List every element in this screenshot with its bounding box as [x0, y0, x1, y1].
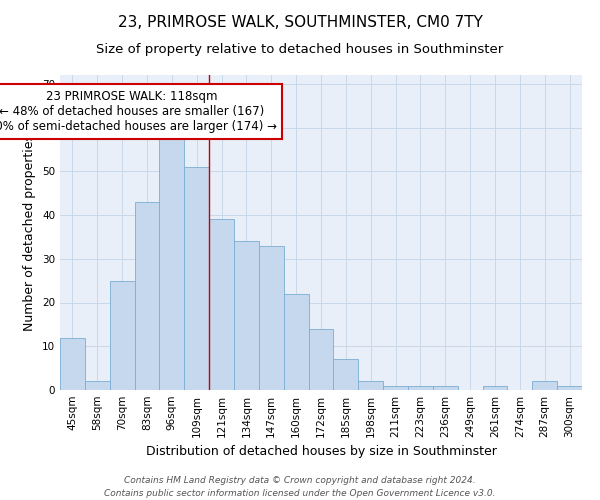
X-axis label: Distribution of detached houses by size in Southminster: Distribution of detached houses by size … [146, 446, 496, 458]
Bar [334, 360, 358, 390]
Bar [259, 246, 284, 390]
Bar [234, 242, 259, 390]
Bar [160, 136, 184, 390]
Text: 23 PRIMROSE WALK: 118sqm
← 48% of detached houses are smaller (167)
50% of semi-: 23 PRIMROSE WALK: 118sqm ← 48% of detach… [0, 90, 277, 134]
Bar [433, 386, 458, 390]
Bar [110, 280, 134, 390]
Bar [184, 167, 209, 390]
Text: 23, PRIMROSE WALK, SOUTHMINSTER, CM0 7TY: 23, PRIMROSE WALK, SOUTHMINSTER, CM0 7TY [118, 15, 482, 30]
Bar [134, 202, 160, 390]
Bar [408, 386, 433, 390]
Text: Size of property relative to detached houses in Southminster: Size of property relative to detached ho… [97, 42, 503, 56]
Bar [308, 329, 334, 390]
Bar [532, 381, 557, 390]
Bar [358, 381, 383, 390]
Text: Contains HM Land Registry data © Crown copyright and database right 2024.
Contai: Contains HM Land Registry data © Crown c… [104, 476, 496, 498]
Bar [557, 386, 582, 390]
Bar [482, 386, 508, 390]
Bar [284, 294, 308, 390]
Bar [209, 220, 234, 390]
Bar [60, 338, 85, 390]
Y-axis label: Number of detached properties: Number of detached properties [23, 134, 37, 331]
Bar [85, 381, 110, 390]
Bar [383, 386, 408, 390]
